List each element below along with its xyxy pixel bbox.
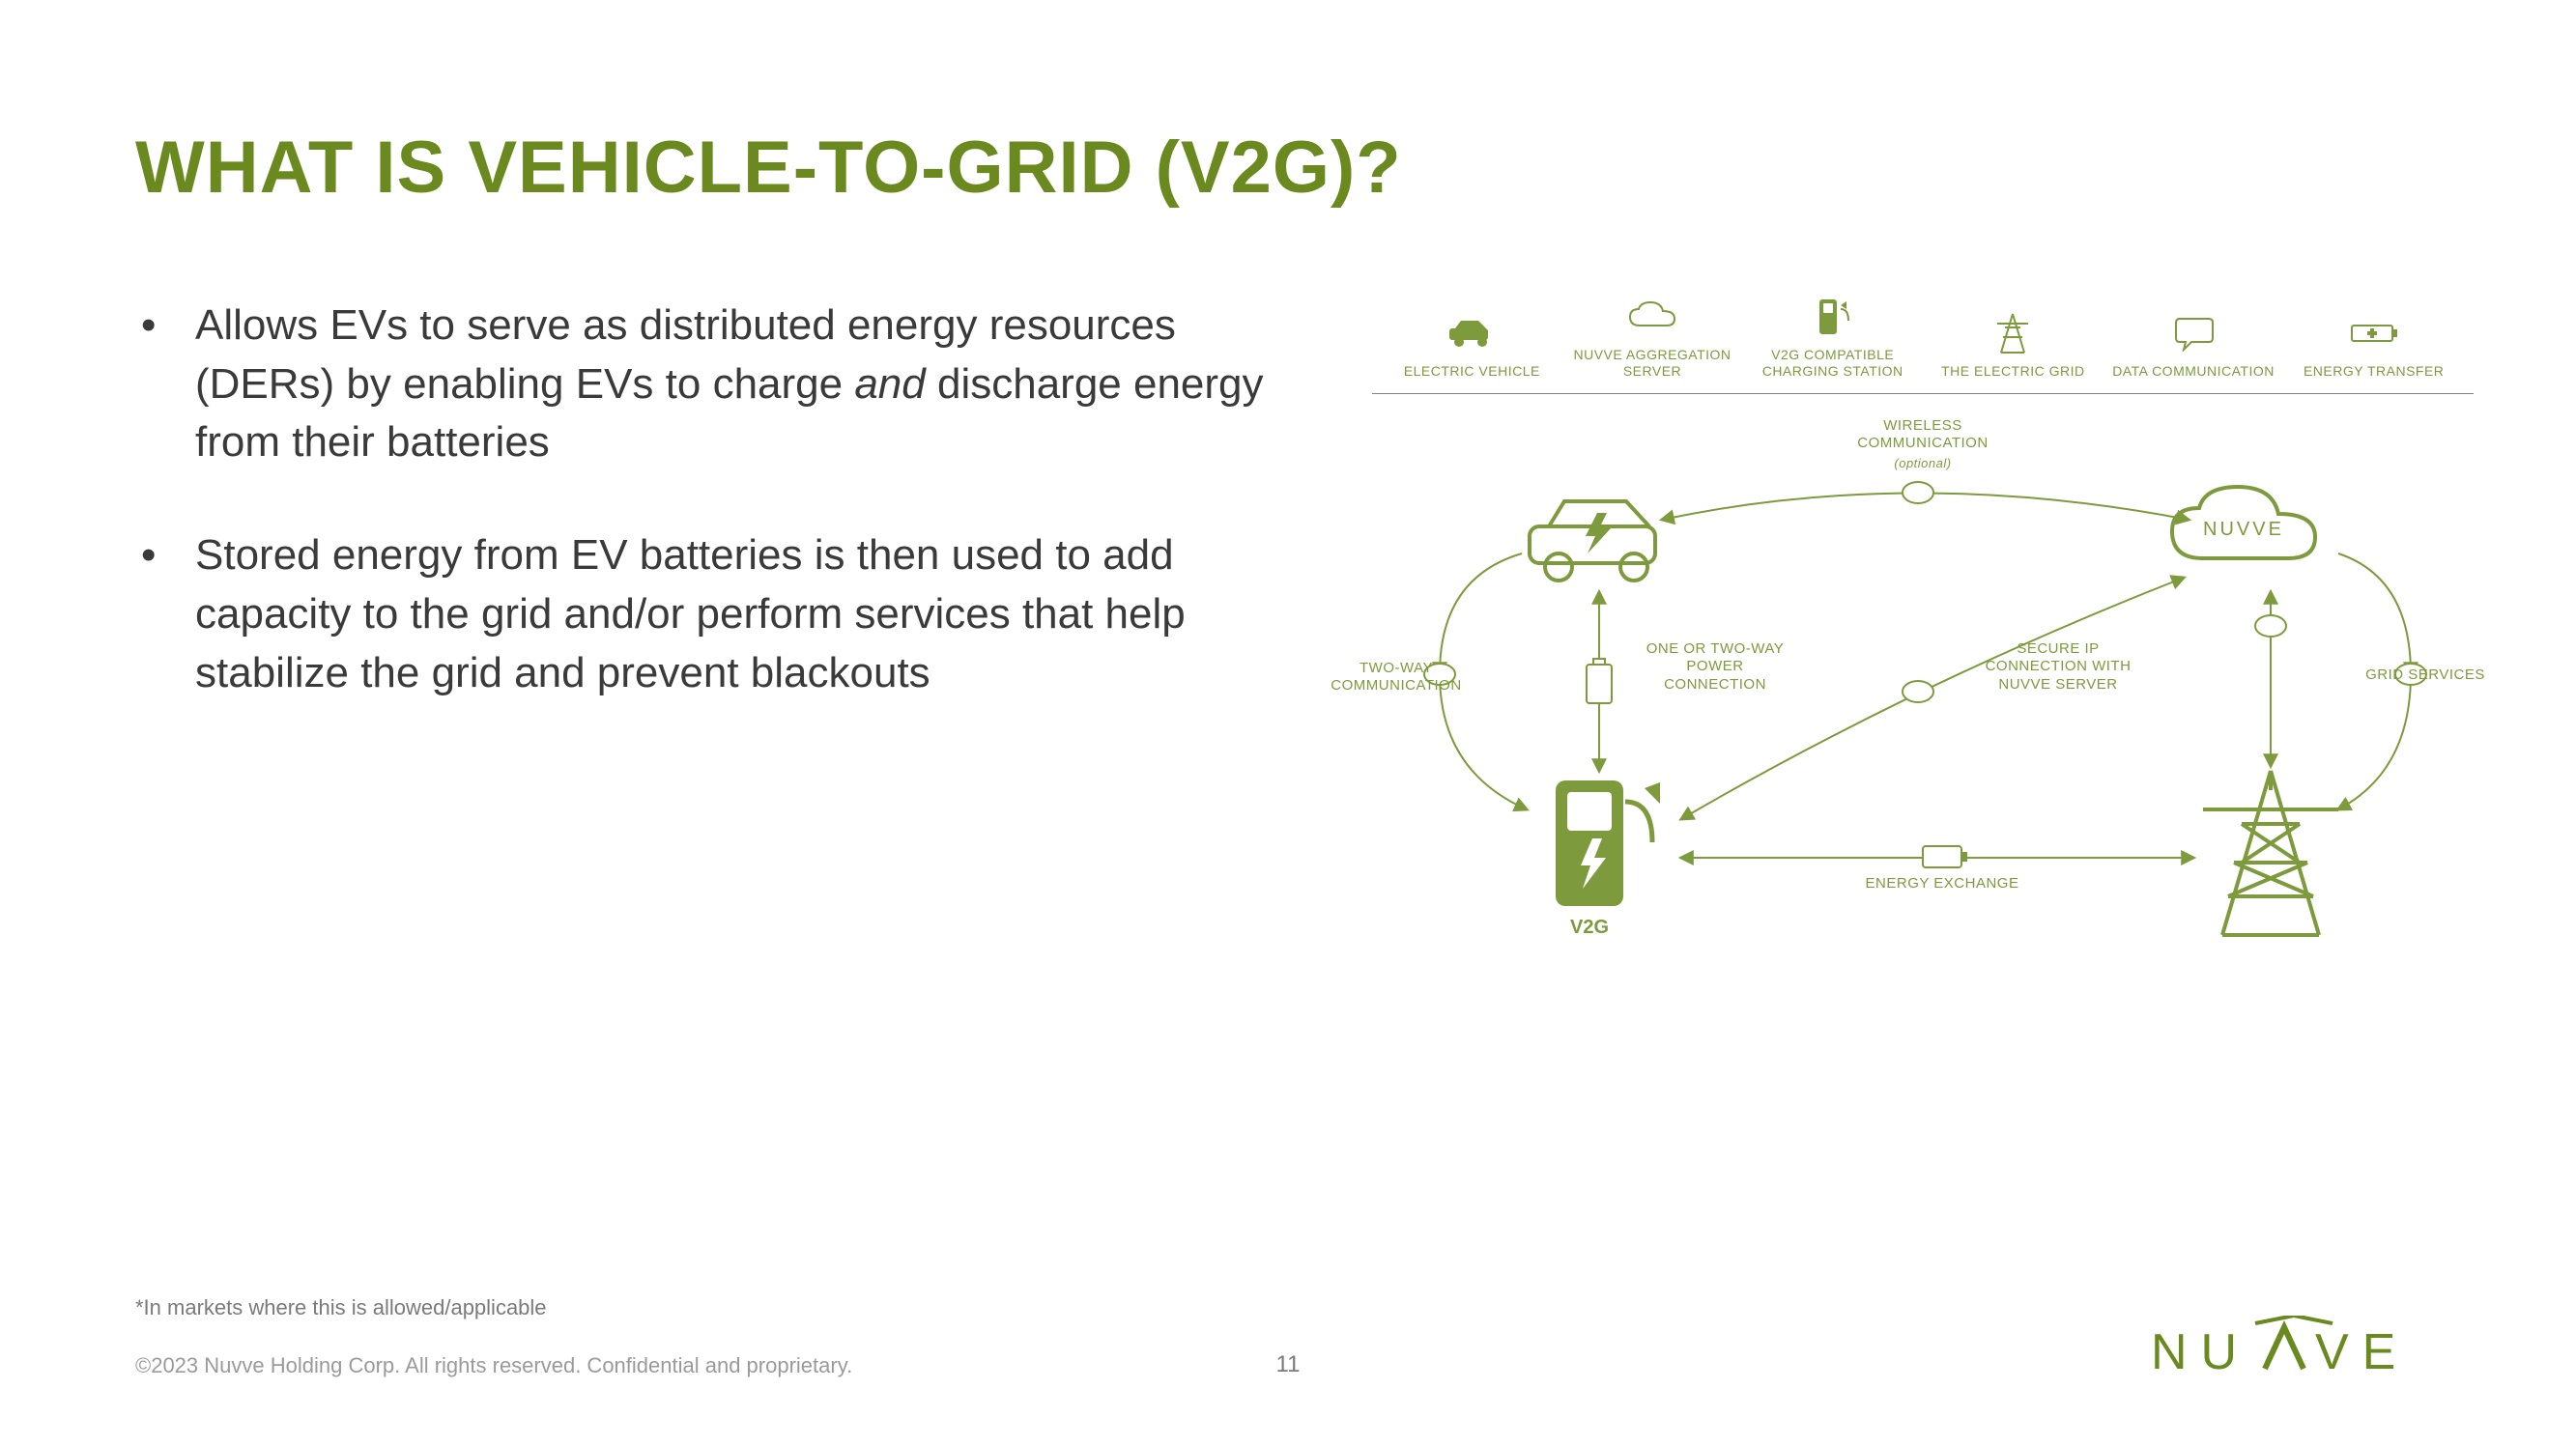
diagram-column: ELECTRIC VEHICLE NUVVE AGGREGATION SERVE… (1372, 297, 2474, 964)
diagram-label: ENERGY EXCHANGE (1846, 875, 2039, 893)
cloud-icon: NUVVE (2172, 487, 2315, 558)
speech-bubble-icon (2172, 313, 2215, 354)
legend-item-server: NUVVE AGGREGATION SERVER (1562, 297, 1743, 380)
pylon-icon (1993, 313, 2032, 354)
legend-item-data: DATA COMMUNICATION (2104, 313, 2284, 380)
page-number: 11 (1276, 1351, 1301, 1378)
nuvve-logo: NU VE (2151, 1316, 2441, 1388)
legend-label: NUVVE AGGREGATION SERVER (1573, 347, 1731, 380)
pylon-icon (2203, 771, 2338, 935)
diagram-label: WIRELESS COMMUNICATION (1826, 417, 2019, 454)
charger-icon: V2G (1556, 780, 1660, 938)
battery-icon (2348, 313, 2400, 354)
text-column: Allows EVs to serve as distributed energ… (135, 297, 1314, 964)
slide: WHAT IS VEHICLE-TO-GRID (V2G)? Allows EV… (0, 0, 2576, 1446)
bullet-item: Stored energy from EV batteries is then … (195, 526, 1314, 702)
diagram-label: TWO-WAY COMMUNICATION (1314, 660, 1478, 696)
legend-item-ev: ELECTRIC VEHICLE (1382, 313, 1562, 380)
cloud-icon (1626, 297, 1678, 337)
svg-text:VE: VE (2315, 1324, 2409, 1380)
car-icon (1530, 501, 1655, 581)
svg-text:NU: NU (2151, 1324, 2250, 1380)
bullet-list: Allows EVs to serve as distributed energ… (135, 297, 1314, 702)
charger-icon (1814, 297, 1852, 337)
diagram-label: GRID SERVICES (2348, 666, 2503, 685)
legend-label: ELECTRIC VEHICLE (1404, 363, 1540, 380)
diagram-label: ONE OR TWO-WAY POWER CONNECTION (1623, 640, 1807, 695)
charger-label: V2G (1570, 917, 1609, 938)
diagram-label: (optional) (1826, 456, 2019, 471)
legend-label: ENERGY TRANSFER (2304, 363, 2444, 380)
legend-row: ELECTRIC VEHICLE NUVVE AGGREGATION SERVE… (1372, 297, 2474, 394)
bullet-item: Allows EVs to serve as distributed energ… (195, 297, 1314, 472)
legend-item-grid: THE ELECTRIC GRID (1923, 313, 2104, 380)
footnote: *In markets where this is allowed/applic… (135, 1295, 547, 1320)
copyright: ©2023 Nuvve Holding Corp. All rights res… (135, 1353, 852, 1378)
legend-item-charger: V2G COMPATIBLE CHARGING STATION (1742, 297, 1923, 380)
legend-label: THE ELECTRIC GRID (1941, 363, 2085, 380)
v2g-diagram: NUVVE V2G (1372, 423, 2474, 964)
svg-text:NUVVE: NUVVE (2203, 519, 2284, 540)
content-columns: Allows EVs to serve as distributed energ… (135, 297, 2441, 964)
car-icon (1445, 313, 1498, 354)
legend-label: DATA COMMUNICATION (2112, 363, 2275, 380)
bullet-text-italic: and (854, 360, 925, 408)
bullet-text: Stored energy from EV batteries is then … (195, 531, 1186, 695)
page-title: WHAT IS VEHICLE-TO-GRID (V2G)? (135, 126, 2441, 210)
legend-label: V2G COMPATIBLE CHARGING STATION (1762, 347, 1903, 380)
diagram-label: SECURE IP CONNECTION WITH NUVVE SERVER (1952, 640, 2164, 695)
legend-item-energy: ENERGY TRANSFER (2283, 313, 2464, 380)
